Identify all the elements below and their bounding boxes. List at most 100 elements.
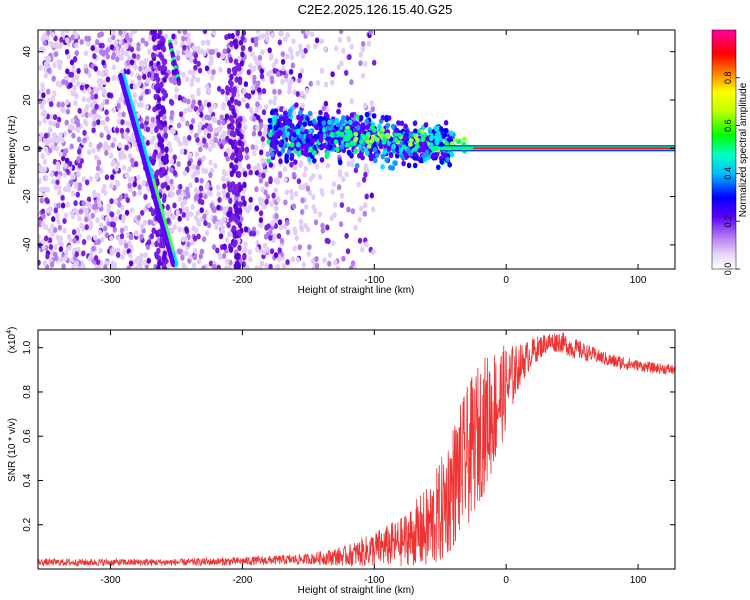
heat-mark [305, 116, 310, 122]
heat-mark [103, 264, 108, 269]
heat-mark [305, 185, 311, 192]
heat-mark [199, 207, 204, 214]
heat-mark [242, 170, 248, 178]
heat-mark [175, 209, 180, 216]
heat-mark [234, 260, 240, 267]
heat-mark [124, 209, 130, 216]
snr-x-tick-label: -200 [232, 575, 252, 586]
heat-mark [161, 64, 166, 71]
heat-mark [109, 44, 115, 51]
heat-mark [215, 220, 220, 227]
heat-mark [140, 209, 145, 216]
heat-mark [71, 77, 76, 84]
heat-mark [201, 50, 207, 57]
heat-mark [294, 102, 299, 108]
heat-mark [398, 147, 404, 153]
heat-mark [58, 151, 63, 158]
heat-mark [172, 224, 177, 231]
heat-mark [170, 191, 175, 198]
snr-series-line [38, 332, 675, 567]
heat-mark [92, 191, 97, 198]
heat-mark [246, 93, 252, 100]
heat-mark [86, 234, 92, 241]
heat-mark [314, 262, 320, 269]
heat-mark [353, 136, 359, 142]
heat-mark [224, 34, 229, 41]
heat-mark [135, 219, 141, 226]
colorbar-gradient [712, 30, 736, 269]
heat-mark [41, 213, 46, 220]
heat-mark [287, 111, 292, 118]
heat-mark [199, 177, 204, 184]
heat-mark [371, 134, 376, 140]
heat-mark [339, 202, 345, 208]
heat-mark [112, 136, 117, 143]
heat-mark [86, 35, 92, 42]
heat-mark [83, 119, 88, 125]
heat-mark [230, 139, 235, 147]
heat-mark [363, 135, 369, 141]
heat-mark [56, 218, 61, 225]
colorbar-label: Normalized spectral amplitude [738, 82, 749, 217]
heat-mark [266, 71, 271, 77]
heat-mark [268, 234, 273, 241]
spectrogram-frame [37, 29, 676, 270]
heat-mark [263, 128, 268, 135]
heat-mark [194, 193, 199, 200]
heat-mark [186, 106, 192, 113]
heat-mark [50, 31, 56, 38]
heat-mark [72, 84, 77, 91]
spectrogram-x-axis-label: Height of straight line (km) [298, 285, 415, 296]
heat-mark [74, 50, 80, 57]
spectrogram-x-tick-label: -100 [364, 275, 384, 286]
heat-mark [159, 124, 164, 131]
heat-mark [281, 65, 286, 72]
spectrogram-y-axis-label: Frequency (Hz) [7, 116, 18, 185]
heat-mark [216, 52, 221, 58]
heat-mark [274, 177, 279, 184]
heat-mark [245, 102, 250, 109]
heat-mark [67, 244, 72, 251]
heat-mark [127, 166, 132, 173]
heat-mark [180, 236, 186, 243]
heat-mark [327, 119, 332, 125]
heat-mark [79, 84, 85, 91]
heat-mark [356, 181, 361, 188]
heat-mark [56, 101, 61, 108]
heat-mark [125, 197, 130, 204]
heat-mark [182, 30, 188, 36]
heat-mark [201, 236, 207, 243]
heat-mark [65, 68, 70, 75]
heat-mark [212, 207, 217, 214]
heat-mark [369, 100, 374, 107]
heat-mark [100, 71, 105, 78]
heat-mark [214, 47, 219, 54]
heat-mark [202, 30, 208, 35]
heat-mark [61, 79, 66, 85]
heat-mark [330, 79, 335, 86]
heat-mark [239, 60, 245, 67]
heat-mark [277, 247, 282, 254]
heat-mark [88, 141, 93, 148]
heat-mark [303, 222, 308, 229]
heat-mark [208, 260, 214, 267]
heat-mark [298, 133, 303, 140]
heat-mark [108, 152, 114, 159]
heat-mark [102, 225, 108, 232]
heat-mark [93, 255, 99, 261]
heat-mark [393, 127, 399, 134]
heat-mark [318, 133, 324, 139]
heat-mark [263, 233, 269, 240]
heat-mark [150, 70, 155, 76]
heat-mark [328, 144, 333, 150]
heat-mark [197, 198, 203, 205]
heat-mark [259, 122, 264, 129]
heat-mark [63, 148, 68, 155]
heat-mark [357, 216, 362, 223]
heat-mark [409, 138, 414, 143]
heat-mark [100, 42, 105, 49]
heat-mark [221, 104, 226, 111]
heat-mark [191, 45, 197, 52]
heat-mark [123, 131, 128, 138]
heat-mark [71, 132, 76, 139]
